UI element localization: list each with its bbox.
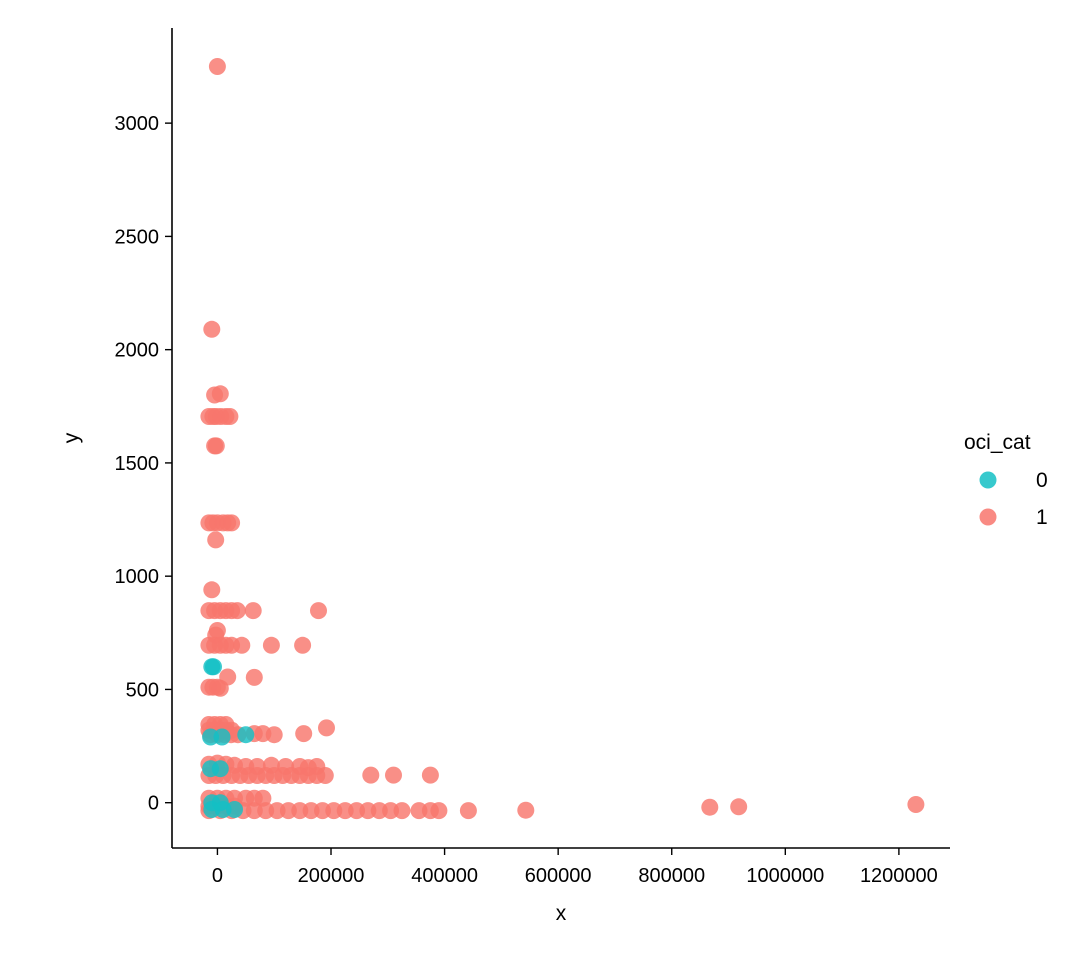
data-point-series-1 bbox=[316, 767, 334, 784]
x-tick-label: 600000 bbox=[525, 865, 592, 887]
x-tick-label: 1000000 bbox=[746, 865, 824, 887]
data-point-series-1 bbox=[310, 602, 327, 620]
data-point-series-1 bbox=[265, 726, 283, 744]
data-point-series-1 bbox=[207, 531, 225, 549]
data-point-series-1 bbox=[362, 766, 380, 784]
axes-layer bbox=[171, 28, 950, 849]
legend: oci_cat 0 1 bbox=[964, 431, 1048, 529]
y-tick-label: 2000 bbox=[115, 340, 160, 362]
y-tick-label: 0 bbox=[148, 793, 159, 815]
x-tick-label: 800000 bbox=[638, 865, 705, 887]
data-point-series-1 bbox=[208, 58, 226, 75]
data-point-series-1 bbox=[294, 636, 312, 654]
data-point-series-1 bbox=[203, 320, 221, 338]
y-tick-label: 1500 bbox=[115, 453, 160, 475]
data-point-series-1 bbox=[907, 796, 925, 813]
data-point-series-1 bbox=[223, 514, 241, 532]
legend-label-1: 1 bbox=[1036, 506, 1048, 529]
data-point-series-0 bbox=[205, 658, 222, 676]
legend-label-0: 0 bbox=[1036, 469, 1048, 492]
data-point-series-0 bbox=[237, 726, 255, 744]
y-tick-label: 3000 bbox=[115, 113, 160, 135]
data-point-series-1 bbox=[730, 798, 748, 816]
data-point-series-1 bbox=[295, 725, 313, 743]
x-axis-label: x bbox=[556, 902, 567, 925]
data-point-series-1 bbox=[233, 636, 251, 654]
x-tick-label: 400000 bbox=[411, 865, 478, 887]
data-point-series-1 bbox=[262, 636, 280, 654]
y-tick-label: 2500 bbox=[115, 226, 160, 248]
data-point-series-1 bbox=[701, 798, 719, 816]
y-ticks: 0 500 1000 1500 2000 2500 3000 bbox=[115, 113, 172, 815]
points-layer bbox=[200, 58, 925, 820]
x-tick-label: 200000 bbox=[298, 865, 365, 887]
y-tick-label: 500 bbox=[126, 679, 159, 701]
x-tick-label: 0 bbox=[212, 865, 223, 887]
y-tick-label: 1000 bbox=[115, 566, 160, 588]
data-point-series-1 bbox=[211, 385, 229, 403]
data-point-series-1 bbox=[203, 581, 221, 599]
data-point-series-1 bbox=[221, 408, 239, 425]
x-tick-label: 1200000 bbox=[860, 865, 938, 887]
legend-marker-1 bbox=[979, 508, 997, 526]
data-point-series-1 bbox=[245, 668, 263, 686]
data-point-series-1 bbox=[211, 679, 229, 697]
data-point-series-1 bbox=[318, 719, 335, 737]
data-point-series-0 bbox=[211, 760, 229, 778]
data-point-series-1 bbox=[228, 602, 246, 620]
data-point-series-1 bbox=[517, 801, 535, 819]
data-point-series-0 bbox=[213, 728, 231, 746]
legend-marker-0 bbox=[979, 471, 997, 489]
legend-title: oci_cat bbox=[964, 431, 1031, 454]
y-axis-label: y bbox=[60, 432, 83, 443]
data-point-series-1 bbox=[430, 802, 448, 820]
data-point-series-1 bbox=[459, 802, 477, 820]
x-ticks: 0 200000 400000 600000 800000 1000000 1200000 bbox=[212, 848, 938, 887]
data-point-series-1 bbox=[421, 766, 439, 784]
data-point-series-1 bbox=[207, 437, 225, 455]
data-point-series-1 bbox=[244, 602, 262, 620]
data-point-series-0 bbox=[226, 801, 243, 818]
data-point-series-1 bbox=[393, 802, 411, 820]
data-point-series-1 bbox=[385, 766, 402, 784]
